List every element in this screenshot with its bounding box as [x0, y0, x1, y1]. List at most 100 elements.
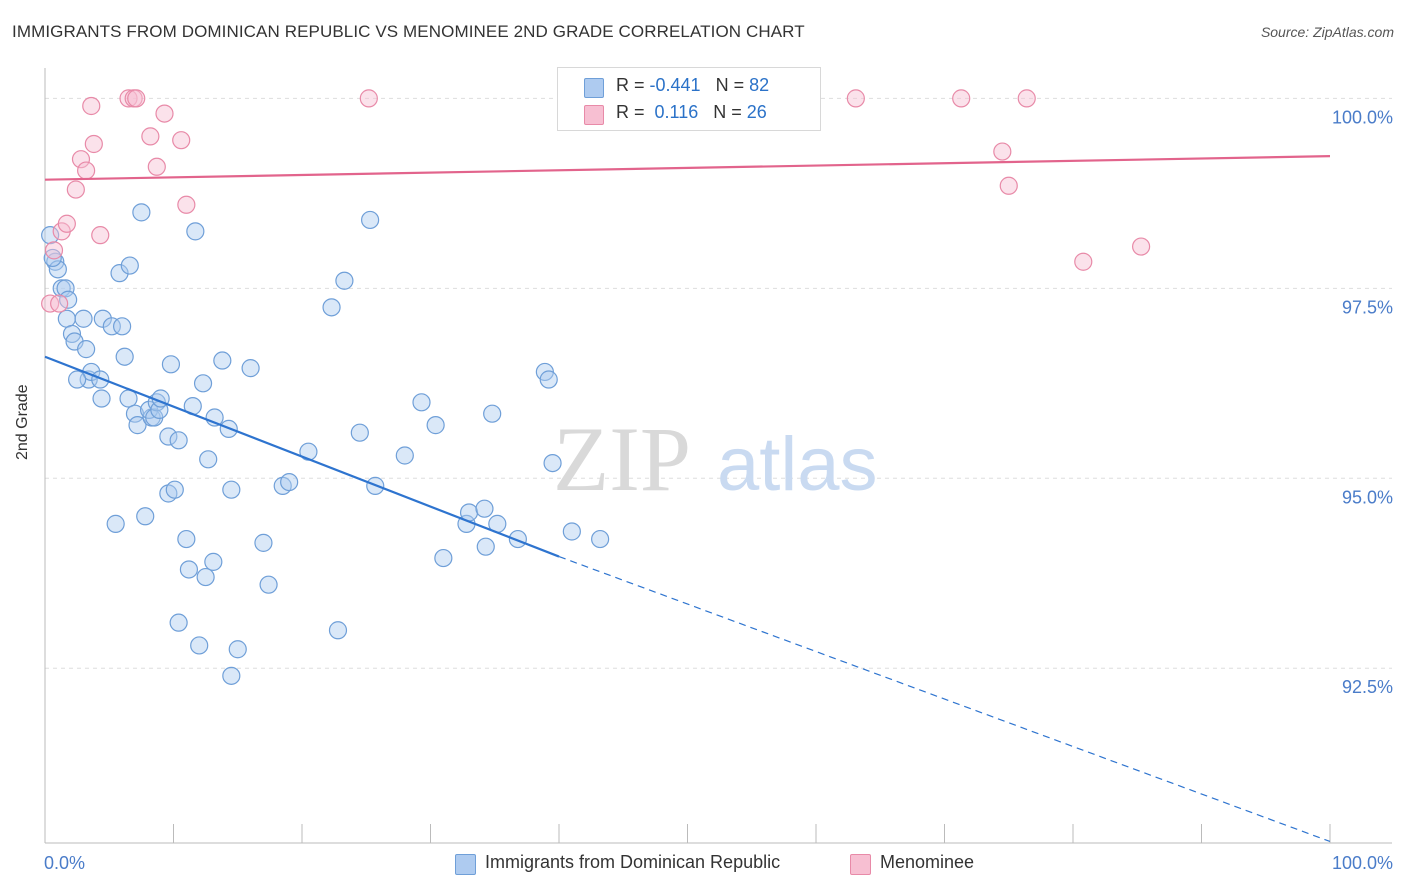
- blue-point: [426, 416, 445, 435]
- bottom-legend-swatch-blue: [455, 854, 476, 875]
- pink-point: [359, 89, 378, 108]
- pink-point: [1074, 252, 1093, 271]
- blue-point: [412, 393, 431, 412]
- blue-point: [68, 370, 87, 389]
- blue-point: [475, 499, 494, 518]
- y-tick-label: 92.5%: [1342, 677, 1393, 697]
- legend-n-value: 26: [746, 102, 767, 122]
- pink-point: [127, 89, 146, 108]
- legend-text-pink: R = 0.116 N = 26: [616, 102, 767, 123]
- blue-point: [213, 351, 232, 370]
- blue-point: [222, 480, 241, 499]
- blue-point: [77, 340, 96, 359]
- blue-point: [350, 423, 369, 442]
- legend-swatch-blue: [584, 78, 604, 98]
- blue-point: [328, 621, 348, 640]
- blue-point: [196, 567, 215, 587]
- blue-point: [434, 548, 453, 568]
- blue-point: [132, 203, 151, 222]
- x-tick-label: 100.0%: [1332, 853, 1393, 873]
- blue-point: [241, 359, 260, 378]
- blue-trend-line: [44, 355, 560, 558]
- y-axis-label: 2nd Grade: [14, 384, 31, 460]
- blue-point: [361, 210, 380, 230]
- legend-swatch-pink: [584, 105, 604, 125]
- watermark-zip: ZIP: [553, 408, 691, 510]
- points-layer: [41, 89, 1151, 685]
- blue-point: [543, 453, 562, 473]
- pink-point: [84, 134, 103, 154]
- legend-n-label: N =: [713, 102, 747, 122]
- pink-point: [999, 176, 1018, 195]
- blue-point: [228, 640, 247, 659]
- pink-point: [50, 294, 69, 313]
- blue-point: [92, 389, 111, 408]
- y-tick-label: 100.0%: [1332, 107, 1393, 127]
- pink-point: [82, 96, 101, 116]
- pink-point: [57, 214, 76, 233]
- blue-point: [112, 317, 132, 336]
- chart-source: Source: ZipAtlas.com: [1260, 24, 1394, 40]
- legend-n-label: N =: [715, 75, 750, 95]
- blue-point: [169, 613, 188, 632]
- legend-r-label: R =: [616, 102, 650, 122]
- blue-point: [106, 514, 125, 533]
- y-tick-label: 97.5%: [1342, 297, 1393, 317]
- bottom-legend-label-pink: Menominee: [880, 852, 975, 872]
- pink-point: [44, 241, 64, 260]
- trend-layer: [44, 155, 1331, 843]
- blue-point: [476, 537, 495, 556]
- bottom-legend-swatch-pink: [850, 854, 871, 875]
- legend-n-value: 82: [749, 75, 770, 95]
- blue-point: [161, 355, 181, 374]
- blue-point: [48, 260, 67, 279]
- blue-point: [395, 446, 414, 465]
- axis-layer: [44, 68, 1392, 844]
- blue-point: [91, 370, 110, 389]
- blue-point: [591, 529, 610, 549]
- blue-trend-extension: [558, 555, 1331, 843]
- bottom-legend-label-blue: Immigrants from Dominican Republic: [485, 852, 781, 872]
- blue-point: [41, 226, 60, 245]
- blue-point: [562, 522, 581, 541]
- pink-point: [77, 161, 96, 180]
- blue-point: [193, 374, 213, 393]
- legend-r-value: -0.441: [649, 75, 701, 95]
- blue-point: [52, 279, 71, 298]
- blue-point: [128, 416, 147, 435]
- pink-point: [71, 150, 91, 169]
- pink-point: [172, 131, 191, 150]
- blue-point: [115, 347, 134, 366]
- watermark-atlas: atlas: [717, 422, 878, 507]
- blue-point: [254, 533, 273, 552]
- legend-r-value: 0.116: [649, 102, 699, 122]
- blue-point: [120, 256, 139, 275]
- blue-point: [110, 264, 129, 283]
- blue-point: [43, 248, 62, 268]
- chart-title: IMMIGRANTS FROM DOMINICAN REPUBLIC VS ME…: [12, 22, 805, 41]
- blue-point: [280, 472, 299, 492]
- blue-point: [59, 290, 78, 309]
- watermark: ZIP atlas: [553, 408, 878, 510]
- blue-point: [136, 507, 155, 526]
- blue-point: [165, 480, 184, 499]
- blue-point: [56, 279, 75, 298]
- pink-point: [147, 157, 166, 176]
- blue-point: [199, 450, 218, 469]
- blue-point: [483, 404, 502, 423]
- blue-point: [190, 636, 209, 655]
- blue-point: [74, 309, 93, 328]
- pink-point: [1017, 89, 1036, 108]
- blue-point: [539, 370, 558, 389]
- pink-point: [952, 89, 971, 108]
- tick-label-layer: 92.5% 95.0% 97.5% 100.0% 0.0% 100.0%: [44, 107, 1393, 873]
- pink-point: [119, 89, 138, 108]
- blue-point: [322, 298, 341, 317]
- legend-r-label: R =: [616, 75, 650, 95]
- blue-point: [159, 427, 178, 446]
- blue-point: [177, 529, 196, 549]
- grid-layer: [45, 97, 1392, 669]
- blue-point: [222, 666, 241, 685]
- blue-point: [57, 309, 76, 328]
